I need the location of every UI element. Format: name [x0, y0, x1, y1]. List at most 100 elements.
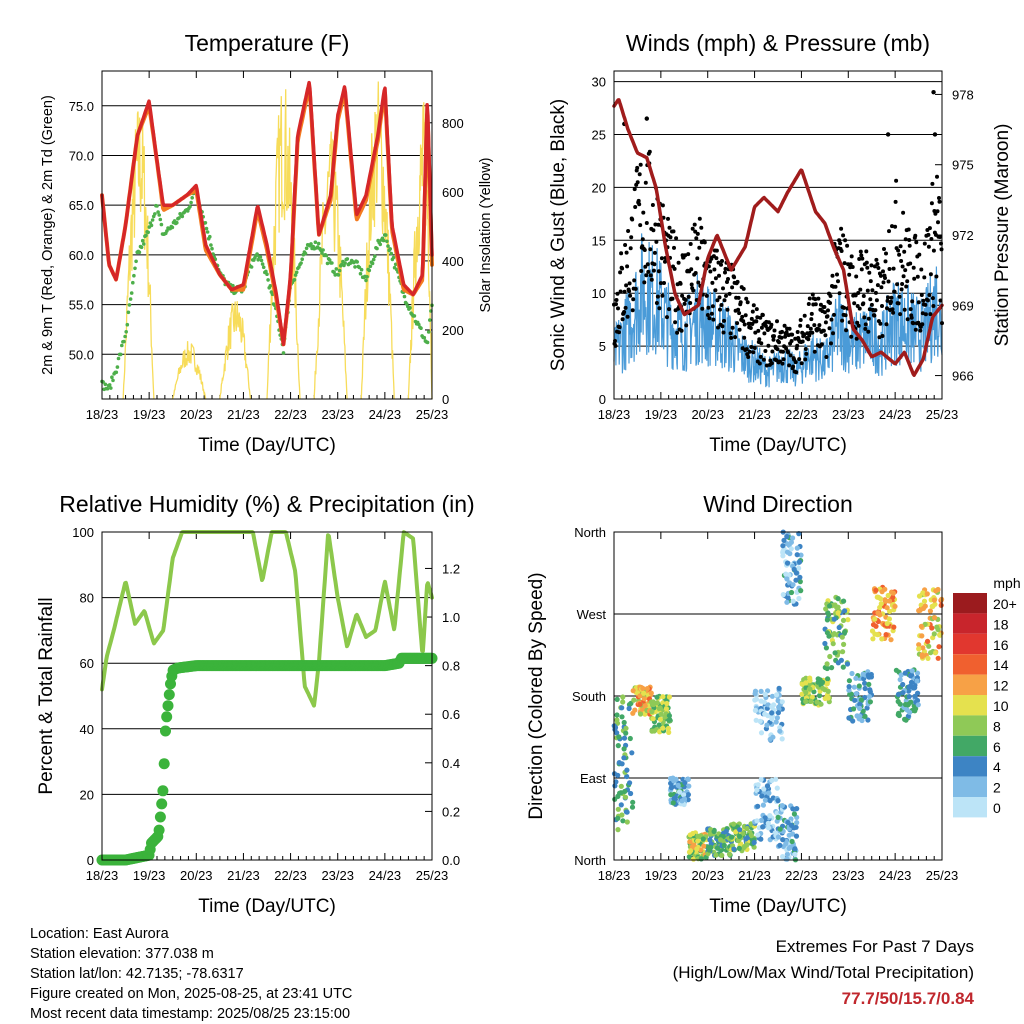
direction-point	[857, 701, 863, 708]
direction-point	[882, 586, 888, 592]
legend-swatch	[953, 654, 987, 675]
gust-point	[688, 301, 693, 305]
gust-point	[690, 226, 695, 231]
direction-point	[615, 743, 621, 749]
direction-point	[786, 845, 792, 851]
direction-point	[875, 610, 881, 616]
y2-tick-label: 0.6	[442, 707, 460, 722]
direction-point	[630, 799, 636, 805]
gust-point	[897, 294, 902, 299]
dewpoint-point	[128, 297, 133, 301]
gust-point	[916, 300, 921, 305]
dewpoint-point	[364, 278, 368, 283]
direction-point	[618, 783, 624, 789]
direction-point	[621, 755, 627, 761]
gust-point	[892, 289, 897, 294]
gust-point	[781, 349, 785, 354]
direction-point	[932, 615, 938, 621]
gust-point	[934, 274, 939, 279]
legend-swatch	[953, 756, 987, 777]
direction-point	[686, 854, 692, 860]
legend-swatch	[953, 674, 987, 695]
gust-point	[931, 89, 936, 95]
gust-point	[735, 279, 740, 284]
gust-point	[920, 322, 925, 327]
gust-point	[678, 281, 683, 286]
dewpoint-point	[419, 326, 423, 331]
gust-point	[667, 307, 671, 312]
dewpoint-point	[158, 217, 163, 222]
gust-point	[873, 308, 878, 313]
precip-point	[154, 811, 166, 823]
gust-point	[622, 310, 627, 314]
y2-tick-label: 0.2	[442, 804, 460, 819]
direction-point	[908, 679, 915, 686]
direction-point	[924, 638, 931, 645]
gust-point	[896, 248, 901, 253]
gust-point	[787, 363, 792, 368]
x-tick-label: 20/23	[180, 868, 213, 883]
gust-point	[752, 346, 757, 350]
direction-point	[865, 717, 871, 723]
gust-point	[859, 267, 864, 272]
direction-point	[744, 842, 750, 848]
direction-point	[873, 587, 879, 593]
dewpoint-point	[281, 351, 286, 355]
direction-point	[921, 598, 928, 604]
direction-point	[629, 804, 636, 810]
dewpoint-point	[203, 221, 208, 225]
x-tick-label: 24/23	[369, 868, 402, 883]
direction-point	[840, 617, 847, 624]
panel-title: Wind Direction	[703, 491, 853, 517]
x-tick-label: 19/23	[645, 868, 678, 883]
dewpoint-point	[157, 213, 161, 217]
y-tick-label: 100	[72, 525, 94, 540]
gust-point	[753, 330, 758, 335]
gust-point	[682, 301, 687, 306]
direction-point	[867, 699, 874, 705]
direction-point	[824, 665, 830, 672]
dewpoint-point	[266, 278, 270, 282]
direction-point	[915, 702, 921, 708]
dewpoint-point	[321, 248, 325, 252]
gust-point	[718, 307, 722, 312]
gust-point	[823, 333, 828, 338]
gust-point	[761, 357, 766, 362]
gust-point	[927, 226, 932, 231]
direction-point	[695, 833, 701, 839]
gust-point	[863, 326, 868, 331]
dewpoint-point	[125, 322, 130, 327]
direction-point	[779, 803, 785, 809]
gust-point	[935, 209, 940, 214]
gust-point	[744, 347, 749, 352]
gust-point	[672, 245, 676, 250]
direction-point	[620, 818, 626, 824]
y2-tick-label: 1.0	[442, 610, 460, 625]
dewpoint-point	[107, 383, 112, 387]
gust-point	[900, 264, 905, 269]
gust-point	[914, 240, 919, 245]
direction-point	[866, 694, 873, 700]
direction-point	[820, 679, 826, 686]
legend-swatch	[953, 797, 987, 818]
direction-point	[620, 694, 626, 700]
direction-point	[907, 709, 913, 716]
insolation-line	[172, 341, 207, 400]
direction-point	[773, 776, 779, 782]
dewpoint-point	[422, 335, 427, 340]
direction-point	[816, 693, 823, 699]
direction-point	[870, 636, 876, 642]
gust-point	[763, 349, 768, 353]
direction-point	[927, 608, 934, 614]
direction-point	[826, 612, 832, 618]
gust-point	[825, 314, 830, 319]
direction-point	[769, 693, 776, 699]
dewpoint-point	[299, 261, 303, 265]
y-tick-label: 5	[599, 339, 606, 354]
direction-point	[796, 565, 802, 571]
gust-point	[614, 302, 618, 307]
gust-point	[674, 236, 679, 241]
dewpoint-point	[149, 223, 154, 228]
dewpoint-point	[258, 255, 263, 259]
gust-point	[808, 326, 813, 331]
